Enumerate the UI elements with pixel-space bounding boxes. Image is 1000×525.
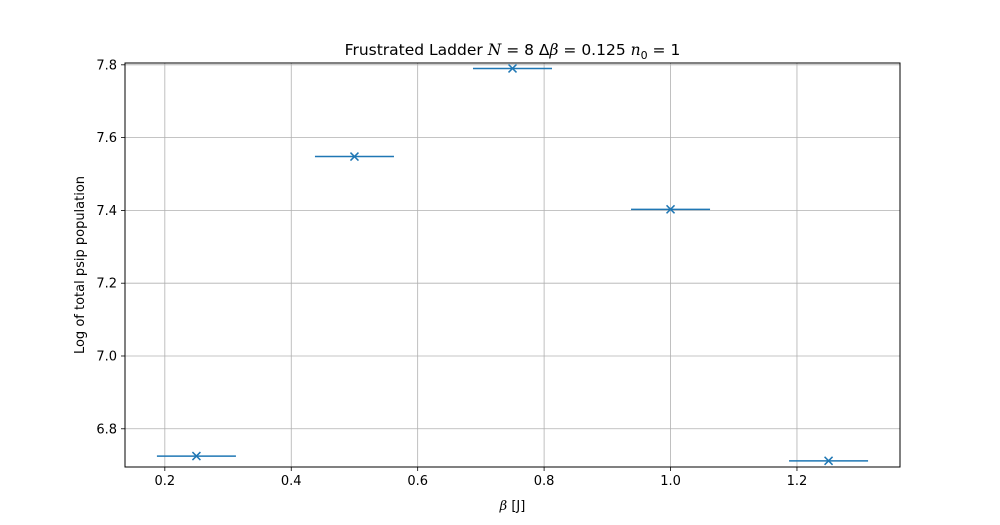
x-axis-label: β [J] xyxy=(499,499,526,514)
y-tick-label: 7.8 xyxy=(96,58,117,73)
plot-frame xyxy=(124,62,901,468)
y-axis-label: Log of total psip population xyxy=(73,176,88,354)
x-tick-label: 1.2 xyxy=(787,474,808,489)
data-point-marker xyxy=(666,204,676,214)
x-tick-label: 0.6 xyxy=(407,474,428,489)
chart-title: Frustrated Ladder N = 8 Δβ = 0.125 n0 = … xyxy=(345,41,681,62)
data-point-marker xyxy=(349,152,359,162)
x-tick-label: 0.8 xyxy=(534,474,555,489)
grid xyxy=(125,63,900,467)
y-tick-label: 7.0 xyxy=(96,349,117,364)
data-point-marker xyxy=(507,63,518,73)
y-tick-label: 6.8 xyxy=(96,422,117,437)
data-series xyxy=(156,63,869,466)
x-tick-label: 0.2 xyxy=(154,474,175,489)
y-tick-label: 7.2 xyxy=(96,277,117,292)
data-point-marker xyxy=(824,456,834,466)
x-tick-label: 0.4 xyxy=(281,474,302,489)
ticks: 0.2 0.4 0.6 0.8 1.0 1.2 6.8 7.0 7.2 7.4 7.6 7.8 xyxy=(96,58,807,489)
y-tick-label: 7.4 xyxy=(96,204,117,219)
data-point-marker xyxy=(191,451,201,461)
y-tick-label: 7.6 xyxy=(96,131,117,146)
x-tick-label: 1.0 xyxy=(660,474,681,489)
